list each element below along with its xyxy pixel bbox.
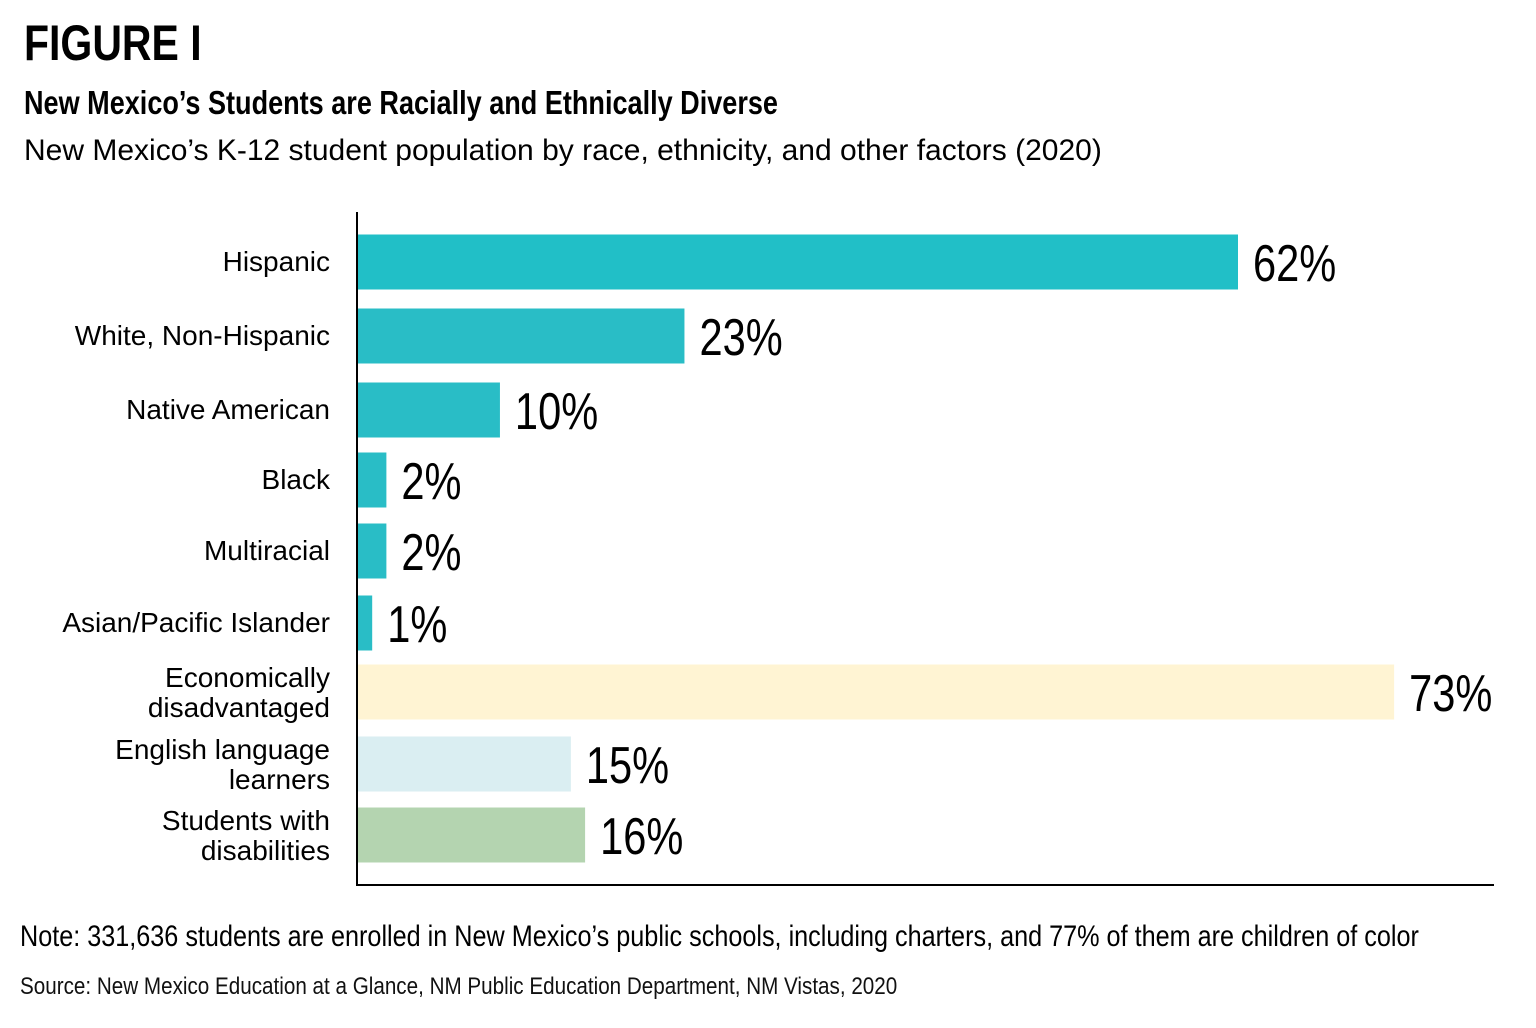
category-label-3: Black	[262, 464, 331, 495]
data-label-6: 73%	[1409, 664, 1492, 723]
category-label-line: Asian/Pacific Islander	[62, 607, 330, 638]
category-label-6: Economically disadvantaged	[148, 662, 330, 723]
bar-4	[358, 523, 387, 579]
category-label-line: disadvantaged	[148, 692, 330, 723]
category-label-line: disabilities	[201, 835, 330, 866]
category-label-8: Students with disabilities	[162, 805, 330, 866]
category-label-line: Native American	[126, 394, 330, 425]
figure-label: FIGURE I	[24, 15, 202, 71]
bar-3	[358, 452, 387, 508]
bar-6	[358, 664, 1395, 720]
category-label-7: English language learners	[115, 734, 330, 795]
data-label-7: 15%	[586, 736, 669, 795]
data-label-8: 16%	[600, 807, 683, 866]
chart-note: Note: 331,636 students are enrolled in N…	[20, 920, 1419, 953]
data-label-2: 10%	[515, 382, 598, 441]
category-label-line: White, Non-Hispanic	[75, 320, 330, 351]
category-label-line: Economically	[165, 662, 330, 693]
category-label-line: Black	[262, 464, 331, 495]
category-label-line: English language	[115, 734, 330, 765]
bar-7	[358, 736, 571, 792]
bar-0	[358, 234, 1238, 290]
bar-8	[358, 807, 586, 863]
bar-2	[358, 382, 500, 438]
bar-1	[358, 308, 685, 364]
category-label-4: Multiracial	[204, 535, 330, 566]
data-label-4: 2%	[401, 523, 461, 582]
chart-source: Source: New Mexico Education at a Glance…	[20, 973, 898, 1000]
category-label-line: Hispanic	[223, 246, 330, 277]
category-label-5: Asian/Pacific Islander	[62, 607, 330, 638]
category-label-1: White, Non-Hispanic	[75, 320, 330, 351]
category-label-line: Students with	[162, 805, 330, 836]
category-label-line: Multiracial	[204, 535, 330, 566]
data-label-5: 1%	[387, 595, 447, 654]
chart-title: New Mexico’s Students are Racially and E…	[24, 84, 778, 121]
data-label-1: 23%	[699, 308, 782, 367]
category-label-0: Hispanic	[223, 246, 330, 277]
data-label-3: 2%	[401, 452, 461, 511]
category-label-2: Native American	[126, 394, 330, 425]
category-label-line: learners	[229, 764, 330, 795]
bar-5	[358, 595, 373, 651]
chart-subtitle: New Mexico’s K-12 student population by …	[24, 134, 1102, 167]
data-label-0: 62%	[1253, 234, 1336, 293]
